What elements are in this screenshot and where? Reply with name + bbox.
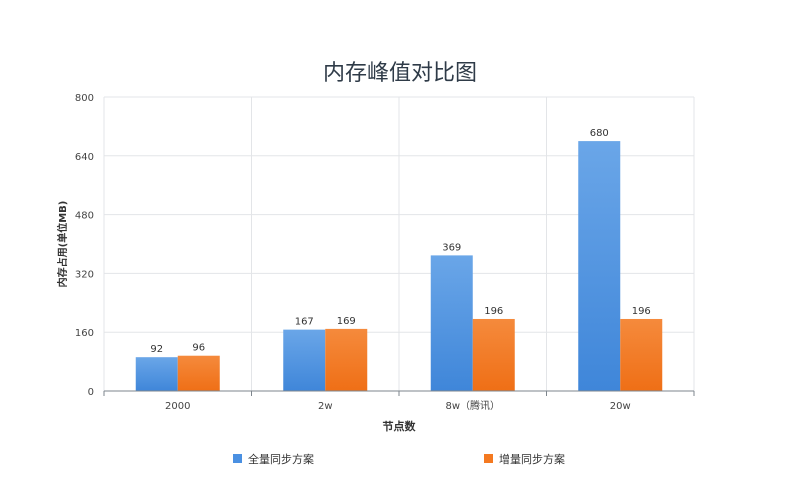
legend: 全量同步方案 增量同步方案 [233, 452, 565, 466]
y-axis-label: 内存占用(单位MB) [56, 201, 69, 288]
legend-item-full-sync: 全量同步方案 [233, 452, 314, 466]
legend-swatch-full-sync [233, 454, 242, 463]
legend-item-incremental-sync: 增量同步方案 [484, 452, 565, 466]
data-label: 369 [442, 242, 461, 253]
bar-full-sync [578, 141, 621, 391]
chart-title: 内存峰值对比图 [323, 61, 477, 86]
bar-incremental-sync [620, 318, 663, 391]
data-label: 680 [590, 128, 609, 139]
y-tick-label: 800 [75, 93, 94, 104]
legend-label-incremental-sync: 增量同步方案 [499, 452, 565, 466]
x-tick-label: 2000 [165, 401, 190, 412]
bar-full-sync [430, 255, 473, 391]
bar-incremental-sync [177, 355, 220, 391]
legend-swatch-incremental-sync [484, 454, 493, 463]
y-tick-label: 640 [75, 152, 94, 163]
x-tick-label: 8w（腾讯） [445, 399, 500, 412]
data-labels: 92 96 167 169 369 196 680 196 [150, 128, 650, 355]
y-axis-ticks: 0 160 320 480 640 800 [75, 93, 94, 398]
x-axis-ticks: 2000 2w 8w（腾讯） 20w [103, 391, 695, 412]
data-label: 196 [632, 306, 651, 317]
data-label: 96 [192, 343, 205, 354]
y-tick-label: 480 [75, 211, 94, 222]
data-label: 92 [150, 344, 163, 355]
bar-full-sync [135, 357, 178, 391]
x-axis-label: 节点数 [383, 419, 417, 433]
y-tick-label: 0 [88, 387, 94, 398]
data-label: 167 [295, 317, 314, 328]
x-tick-label: 2w [318, 401, 333, 412]
y-tick-label: 320 [75, 269, 94, 280]
data-label: 196 [484, 306, 503, 317]
legend-label-full-sync: 全量同步方案 [248, 452, 314, 466]
data-label: 169 [337, 316, 356, 327]
y-tick-label: 160 [75, 328, 94, 339]
x-tick-label: 20w [610, 401, 631, 412]
bar-full-sync [283, 329, 326, 391]
bars [135, 141, 663, 391]
bar-incremental-sync [472, 318, 515, 391]
bar-incremental-sync [325, 328, 368, 391]
gridlines [103, 96, 695, 391]
